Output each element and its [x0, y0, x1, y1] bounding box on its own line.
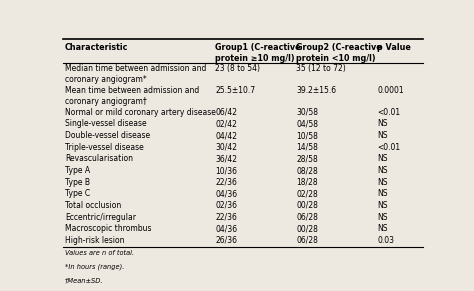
Text: 26/36: 26/36 [215, 236, 237, 245]
Text: 10/36: 10/36 [215, 166, 237, 175]
Text: NS: NS [377, 166, 388, 175]
Text: †Mean±SD.: †Mean±SD. [65, 278, 103, 284]
Text: NS: NS [377, 201, 388, 210]
Text: Mean time between admission and
coronary angiogram†: Mean time between admission and coronary… [65, 86, 199, 106]
Text: 10/58: 10/58 [296, 131, 318, 140]
Text: NS: NS [377, 189, 388, 198]
Text: NS: NS [377, 154, 388, 163]
Text: 02/28: 02/28 [296, 189, 318, 198]
Text: 23 (8 to 54): 23 (8 to 54) [215, 64, 260, 73]
Text: 30/58: 30/58 [296, 108, 318, 117]
Text: 04/36: 04/36 [215, 224, 237, 233]
Text: Triple-vessel disease: Triple-vessel disease [65, 143, 144, 152]
Text: 18/28: 18/28 [296, 178, 318, 187]
Text: 30/42: 30/42 [215, 143, 237, 152]
Text: <0.01: <0.01 [377, 143, 400, 152]
Text: Eccentric/irregular: Eccentric/irregular [65, 213, 136, 222]
Text: *In hours (range).: *In hours (range). [65, 264, 124, 270]
Text: 0.0001: 0.0001 [377, 86, 404, 95]
Text: 00/28: 00/28 [296, 201, 318, 210]
Text: 39.2±15.6: 39.2±15.6 [296, 86, 337, 95]
Text: 06/28: 06/28 [296, 236, 318, 245]
Text: 36/42: 36/42 [215, 154, 237, 163]
Text: <0.01: <0.01 [377, 108, 400, 117]
Text: Type A: Type A [65, 166, 90, 175]
Text: 02/42: 02/42 [215, 119, 237, 128]
Text: Normal or mild coronary artery disease: Normal or mild coronary artery disease [65, 108, 216, 117]
Text: 02/36: 02/36 [215, 201, 237, 210]
Text: Revascularisation: Revascularisation [65, 154, 133, 163]
Text: 00/28: 00/28 [296, 224, 318, 233]
Text: Group1 (C-reactive
protein ≥10 mg/l): Group1 (C-reactive protein ≥10 mg/l) [215, 43, 301, 63]
Text: 25.5±10.7: 25.5±10.7 [215, 86, 255, 95]
Text: Double-vessel disease: Double-vessel disease [65, 131, 150, 140]
Text: Total occlusion: Total occlusion [65, 201, 121, 210]
Text: p Value: p Value [377, 43, 411, 52]
Text: High-risk lesion: High-risk lesion [65, 236, 124, 245]
Text: 28/58: 28/58 [296, 154, 318, 163]
Text: 22/36: 22/36 [215, 213, 237, 222]
Text: Median time between admission and
coronary angiogram*: Median time between admission and corona… [65, 64, 206, 84]
Text: NS: NS [377, 119, 388, 128]
Text: 04/36: 04/36 [215, 189, 237, 198]
Text: Single-vessel disease: Single-vessel disease [65, 119, 146, 128]
Text: 0.03: 0.03 [377, 236, 394, 245]
Text: Type B: Type B [65, 178, 90, 187]
Text: NS: NS [377, 213, 388, 222]
Text: Values are n of total.: Values are n of total. [65, 250, 134, 256]
Text: Macroscopic thrombus: Macroscopic thrombus [65, 224, 151, 233]
Text: 22/36: 22/36 [215, 178, 237, 187]
Text: 06/28: 06/28 [296, 213, 318, 222]
Text: Group2 (C-reactive
protein <10 mg/l): Group2 (C-reactive protein <10 mg/l) [296, 43, 382, 63]
Text: NS: NS [377, 178, 388, 187]
Text: 06/42: 06/42 [215, 108, 237, 117]
Text: NS: NS [377, 131, 388, 140]
Text: Characteristic: Characteristic [65, 43, 128, 52]
Text: 08/28: 08/28 [296, 166, 318, 175]
Text: NS: NS [377, 224, 388, 233]
Text: 35 (12 to 72): 35 (12 to 72) [296, 64, 346, 73]
Text: 04/58: 04/58 [296, 119, 318, 128]
Text: 04/42: 04/42 [215, 131, 237, 140]
Text: Type C: Type C [65, 189, 90, 198]
Text: 14/58: 14/58 [296, 143, 318, 152]
